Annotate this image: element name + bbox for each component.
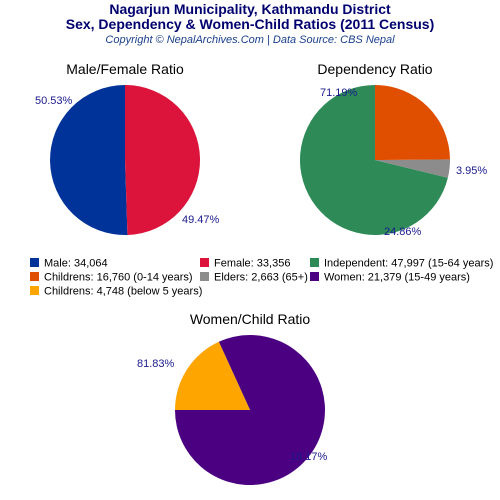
pie-sex-ratio: 50.53% 49.47% <box>35 85 220 235</box>
pie-slice-female <box>125 85 201 235</box>
pie-slice-percent-label: 49.47% <box>182 214 220 226</box>
pie-title-sex-ratio: Male/Female Ratio <box>66 61 184 77</box>
legend-label: Childrens: 4,748 (below 5 years) <box>44 286 202 298</box>
legend-swatch <box>200 272 209 281</box>
pie-slice-childrens <box>375 85 450 160</box>
legend-label: Women: 21,379 (15-49 years) <box>324 272 470 284</box>
pie-slice-percent-label: 81.83% <box>137 358 175 370</box>
legend-label: Female: 33,356 <box>214 258 290 270</box>
legend-label: Male: 34,064 <box>44 258 108 270</box>
legend-swatch <box>310 272 319 281</box>
pie-slice-women <box>175 335 325 486</box>
legend-swatch <box>30 272 39 281</box>
legend-label: Childrens: 16,760 (0-14 years) <box>44 272 193 284</box>
main-title-line2: Sex, Dependency & Women-Child Ratios (20… <box>66 16 435 32</box>
copyright-subtitle: Copyright © NepalArchives.Com | Data Sou… <box>105 34 395 46</box>
pie-slice-childrens <box>175 341 250 410</box>
pie-dependency-ratio: 71.19% 3.95% 24.86% <box>299 85 487 238</box>
pie-title-dependency-ratio: Dependency Ratio <box>317 61 432 77</box>
pie-slice-male <box>50 85 128 235</box>
pie-slice-percent-label: 18.17% <box>290 451 328 463</box>
pie-slice-percent-label: 3.95% <box>456 165 487 177</box>
pie-slice-percent-label: 24.86% <box>384 226 422 238</box>
legend-label: Elders: 2,663 (65+) <box>214 272 308 284</box>
pie-slice-percent-label: 71.19% <box>320 87 358 99</box>
legend-swatch <box>200 258 209 267</box>
legend-swatch <box>30 286 39 295</box>
legend-swatch <box>310 258 319 267</box>
pie-women-child-ratio: 81.83% 18.17% <box>137 335 328 486</box>
legend: Male: 34,064 Female: 33,356 Independent: 4… <box>30 258 493 298</box>
pie-title-women-child-ratio: Women/Child Ratio <box>190 311 311 327</box>
pie-slice-independent <box>299 85 448 235</box>
legend-swatch <box>30 258 39 267</box>
pie-slice-elders <box>375 159 451 178</box>
legend-label: Independent: 47,997 (15-64 years) <box>324 258 493 270</box>
main-title-line1: Nagarjun Municipality, Kathmandu Distric… <box>109 1 391 17</box>
pie-slice-percent-label: 50.53% <box>35 95 73 107</box>
